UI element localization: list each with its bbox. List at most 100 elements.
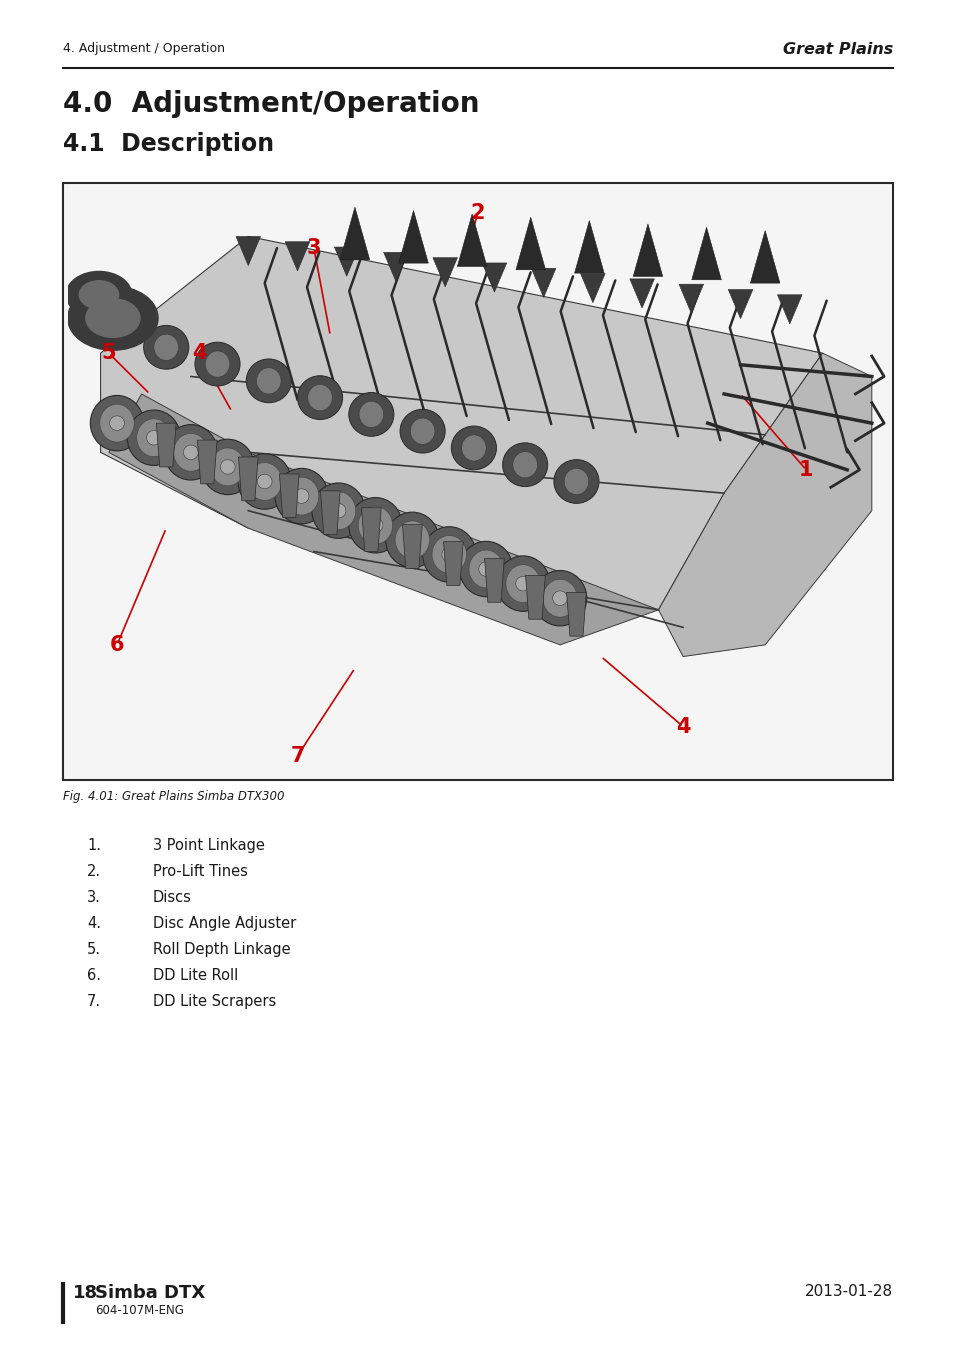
- Polygon shape: [484, 559, 504, 602]
- Ellipse shape: [357, 506, 393, 544]
- Polygon shape: [566, 593, 586, 636]
- Ellipse shape: [294, 489, 309, 504]
- Ellipse shape: [441, 547, 456, 562]
- Ellipse shape: [308, 385, 332, 410]
- Polygon shape: [100, 236, 821, 610]
- Text: 4: 4: [192, 343, 206, 363]
- Ellipse shape: [211, 448, 245, 486]
- Polygon shape: [633, 224, 662, 277]
- Ellipse shape: [297, 375, 342, 420]
- Polygon shape: [531, 269, 556, 297]
- Ellipse shape: [274, 468, 328, 524]
- Text: 5.: 5.: [87, 942, 101, 957]
- Ellipse shape: [533, 571, 586, 626]
- Ellipse shape: [516, 576, 530, 591]
- Ellipse shape: [513, 452, 537, 478]
- Polygon shape: [691, 227, 720, 279]
- Ellipse shape: [505, 564, 539, 602]
- Ellipse shape: [459, 541, 513, 597]
- Ellipse shape: [331, 504, 346, 518]
- Polygon shape: [361, 508, 381, 552]
- Polygon shape: [433, 258, 457, 286]
- Ellipse shape: [321, 491, 355, 529]
- Text: 4. Adjustment / Operation: 4. Adjustment / Operation: [63, 42, 225, 55]
- Polygon shape: [109, 394, 658, 645]
- Polygon shape: [443, 541, 463, 586]
- Ellipse shape: [147, 431, 161, 446]
- Text: Simba DTX: Simba DTX: [95, 1284, 205, 1301]
- Ellipse shape: [153, 335, 178, 360]
- Text: Fig. 4.01: Great Plains Simba DTX300: Fig. 4.01: Great Plains Simba DTX300: [63, 790, 284, 803]
- Ellipse shape: [542, 579, 577, 617]
- Text: 3.: 3.: [87, 890, 101, 905]
- Ellipse shape: [247, 463, 282, 501]
- Ellipse shape: [136, 418, 171, 456]
- Text: 7: 7: [290, 745, 304, 765]
- Ellipse shape: [237, 454, 291, 509]
- Text: Discs: Discs: [152, 890, 192, 905]
- Text: 3 Point Linkage: 3 Point Linkage: [152, 838, 265, 853]
- Polygon shape: [481, 263, 506, 292]
- Polygon shape: [525, 575, 545, 620]
- Ellipse shape: [144, 325, 189, 369]
- Text: 7.: 7.: [87, 994, 101, 1008]
- Ellipse shape: [469, 549, 503, 589]
- Text: 2.: 2.: [87, 864, 101, 879]
- Ellipse shape: [349, 393, 394, 436]
- Polygon shape: [197, 440, 217, 483]
- Ellipse shape: [257, 474, 272, 489]
- Ellipse shape: [554, 459, 598, 504]
- Polygon shape: [156, 423, 176, 467]
- Ellipse shape: [201, 439, 254, 494]
- Ellipse shape: [552, 591, 567, 606]
- Polygon shape: [580, 274, 604, 302]
- Ellipse shape: [173, 433, 208, 471]
- Ellipse shape: [563, 468, 588, 494]
- Text: 1.: 1.: [87, 838, 101, 853]
- Ellipse shape: [183, 446, 198, 459]
- Ellipse shape: [194, 342, 240, 386]
- Ellipse shape: [349, 498, 401, 554]
- Polygon shape: [238, 458, 258, 501]
- Ellipse shape: [100, 404, 134, 441]
- Polygon shape: [320, 491, 340, 535]
- Ellipse shape: [127, 410, 180, 466]
- Text: 2: 2: [470, 202, 485, 223]
- Polygon shape: [574, 220, 603, 273]
- Text: 4.1  Description: 4.1 Description: [63, 132, 274, 157]
- Polygon shape: [335, 247, 358, 277]
- Polygon shape: [279, 474, 299, 517]
- Polygon shape: [679, 284, 703, 313]
- Text: Roll Depth Linkage: Roll Depth Linkage: [152, 942, 291, 957]
- Ellipse shape: [358, 401, 383, 428]
- Ellipse shape: [284, 477, 318, 516]
- Text: Disc Angle Adjuster: Disc Angle Adjuster: [152, 917, 296, 932]
- Ellipse shape: [461, 435, 486, 462]
- Ellipse shape: [110, 416, 124, 431]
- Polygon shape: [456, 213, 486, 266]
- Polygon shape: [516, 217, 545, 270]
- Polygon shape: [340, 208, 370, 259]
- Ellipse shape: [246, 359, 291, 402]
- Ellipse shape: [385, 512, 438, 567]
- Text: 5: 5: [101, 343, 116, 363]
- Circle shape: [66, 271, 132, 319]
- Ellipse shape: [410, 418, 435, 444]
- Polygon shape: [777, 294, 801, 324]
- Ellipse shape: [368, 518, 382, 532]
- Ellipse shape: [451, 427, 496, 470]
- Circle shape: [86, 298, 140, 338]
- Ellipse shape: [432, 536, 466, 574]
- Polygon shape: [383, 252, 408, 282]
- Text: 4.0  Adjustment/Operation: 4.0 Adjustment/Operation: [63, 90, 479, 117]
- Text: 4.: 4.: [87, 917, 101, 932]
- Polygon shape: [285, 242, 310, 271]
- Polygon shape: [235, 236, 260, 266]
- Text: 4: 4: [675, 717, 690, 737]
- Ellipse shape: [205, 351, 230, 377]
- Text: 604-107M-ENG: 604-107M-ENG: [95, 1304, 184, 1318]
- Text: Great Plains: Great Plains: [781, 42, 892, 57]
- Text: 18: 18: [73, 1284, 98, 1301]
- Text: 2013-01-28: 2013-01-28: [804, 1284, 892, 1299]
- Ellipse shape: [405, 532, 419, 547]
